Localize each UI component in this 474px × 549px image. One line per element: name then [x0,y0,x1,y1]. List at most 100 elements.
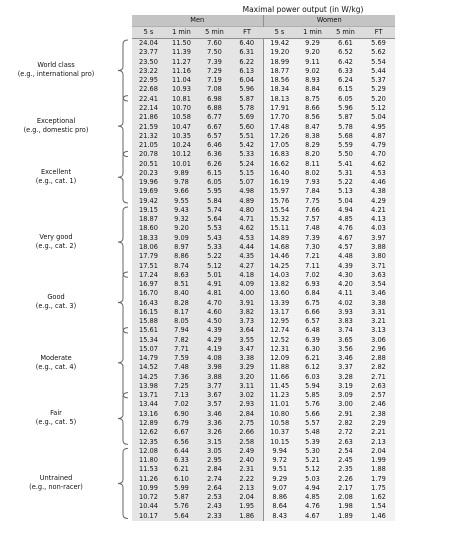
table-cell: 4.48 [329,252,362,262]
table-row: 19.69 9.66 5.95 4.98 15.97 7.84 5.13 4.38 [132,187,396,197]
table-row: 21.32 10.35 6.57 5.51 17.26 8.38 5.68 4.87 [132,131,396,141]
table-row: 15.88 8.05 4.50 3.73 12.95 6.57 3.83 3.21 [132,316,396,327]
table-cell: 23.50 [132,57,165,67]
table-cell: 1.54 [362,502,396,512]
table-row: 18.60 9.20 5.53 4.62 15.11 7.48 4.76 4.03 [132,224,396,234]
table-cell: 8.66 [296,103,329,114]
table-cell: 9.29 [262,474,296,484]
table-cell: 7.94 [165,326,198,336]
table-cell: 6.90 [165,409,198,419]
table-cell: 23.77 [132,48,165,58]
table-cell: 10.37 [262,428,296,438]
table-cell: 9.55 [165,196,198,206]
table-cell: 3.09 [329,391,362,401]
table-cell: 7.57 [296,215,329,225]
category-example: (e.g., cat. 2) [35,242,77,251]
table-cell: 2.96 [362,344,396,355]
table-cell: 13.17 [262,307,296,317]
table-cell: 11.16 [165,66,198,77]
table-cell: 7.29 [198,66,231,77]
table-cell: 2.95 [198,455,231,466]
table-cell: 8.64 [262,502,296,512]
table-cell: 1.99 [362,455,396,466]
table-cell: 3.06 [362,335,396,345]
table-cell: 1.79 [362,474,396,484]
table-cell: 12.89 [132,418,165,429]
table-cell: 5.22 [329,177,362,188]
table-cell: 3.77 [198,381,231,392]
table-cell: 14.03 [262,270,296,280]
table-cell: 6.39 [296,335,329,345]
table-cell: 18.13 [262,94,296,104]
table-cell: 9.20 [296,48,329,58]
table-cell: 12.74 [262,326,296,336]
table-cell: 15.76 [262,196,296,206]
table-cell: 4.85 [329,215,362,225]
table-cell: 7.25 [165,381,198,392]
table-cell: 5.53 [198,224,231,234]
table-cell: 2.33 [198,511,231,521]
table-cell: 19.42 [262,38,296,49]
table-cell: 8.20 [296,150,329,160]
table-cell: 6.33 [329,66,362,77]
table-cell: 2.88 [362,354,396,364]
table-cell: 3.46 [362,289,396,299]
table-cell: 5.96 [231,85,263,95]
table-cell: 3.71 [362,261,396,271]
table-cell: 9.20 [165,224,198,234]
table-cell: 3.46 [329,354,362,364]
table-row: 17.51 8.74 5.12 4.27 14.25 7.11 4.39 3.71 [132,261,396,271]
table-cell: 5.99 [165,483,198,494]
col-women-5s: 5 s [263,26,296,39]
table-cell: 8.86 [262,493,296,503]
table-cell: 5.33 [198,242,231,253]
table-cell: 5.03 [296,474,329,484]
table-cell: 12.62 [132,428,165,438]
table-cell: 5.01 [198,270,231,280]
table-row: 22.95 11.04 7.19 6.04 18.56 8.93 6.24 5.37 [132,76,396,86]
table-cell: 8.74 [165,261,198,271]
table-cell: 3.56 [329,344,362,355]
table-cell: 5.78 [231,103,263,114]
table-cell: 3.91 [231,298,263,308]
table-cell: 4.67 [329,233,362,243]
table-cell: 14.46 [262,252,296,262]
table-cell: 2.29 [362,418,396,429]
table-cell: 20.78 [132,150,165,160]
table-row: 20.78 10.12 6.36 5.33 16.83 8.20 5.50 4.70 [132,150,396,160]
table-cell: 4.80 [231,205,263,216]
table-cell: 2.08 [329,493,362,503]
table-cell: 18.60 [132,224,165,234]
table-cell: 1.75 [362,483,396,494]
table-cell: 10.81 [165,94,198,104]
table-cell: 21.05 [132,140,165,151]
table-cell: 7.82 [165,335,198,345]
table-cell: 4.11 [329,289,362,299]
table-row: 10.99 5.99 2.64 2.13 9.07 4.94 2.17 1.75 [132,483,396,494]
table-cell: 10.47 [165,122,198,132]
table-cell: 9.51 [262,465,296,475]
table-cell: 10.93 [165,85,198,95]
table-cell: 6.15 [329,85,362,95]
table-row: 20.51 10.01 6.26 5.24 16.62 8.11 5.41 4.62 [132,159,396,169]
table-row: 10.17 5.64 2.33 1.86 8.43 4.67 1.89 1.46 [132,511,396,521]
brace [117,447,129,520]
table-cell: 8.38 [296,131,329,141]
table-cell: 18.33 [132,233,165,243]
table-cell: 2.13 [362,437,396,447]
table-cell: 5.20 [362,94,396,104]
table-cell: 3.26 [198,428,231,438]
table-cell: 22.95 [132,76,165,86]
table-cell: 5.04 [329,196,362,206]
table-cell: 6.21 [296,354,329,364]
table-cell: 6.21 [165,465,198,475]
table-cell: 14.25 [132,372,165,382]
table-cell: 1.86 [231,511,263,521]
table-cell: 2.54 [329,446,362,456]
table-cell: 5.78 [329,122,362,132]
table-cell: 9.07 [262,483,296,494]
table-cell: 4.13 [362,215,396,225]
table-cell: 15.11 [262,224,296,234]
table-cell: 6.24 [329,76,362,86]
category-name: World class [37,61,75,70]
